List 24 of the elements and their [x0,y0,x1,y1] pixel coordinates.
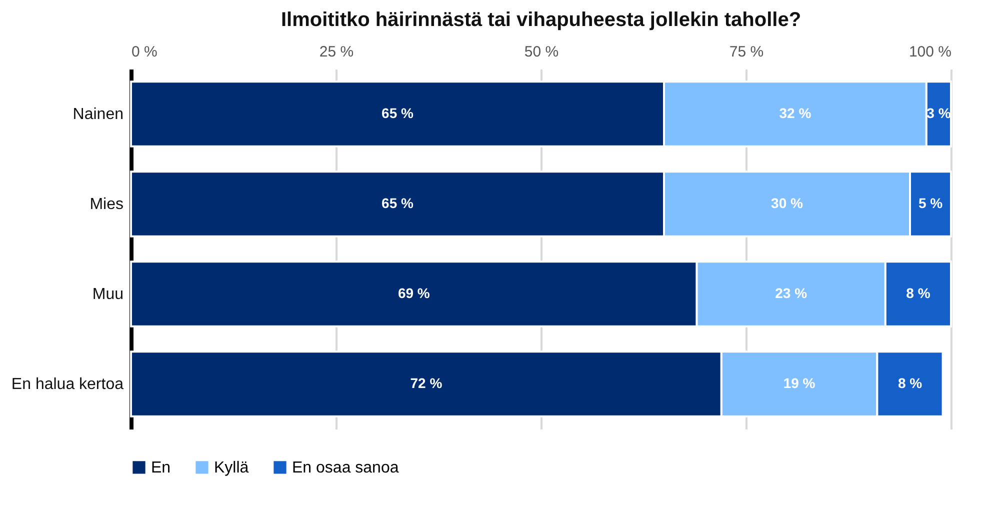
y-tick-label: Muu [92,286,124,303]
x-tick-label: 50 % [524,44,559,60]
data-label: 65 % [382,195,414,211]
x-tick-label: 75 % [729,44,764,60]
y-tick-label: Nainen [72,106,124,123]
x-tick-label: 25 % [319,44,354,60]
legend-label: Kyllä [214,459,249,476]
data-label: 8 % [906,285,931,301]
data-label: 19 % [783,375,816,391]
data-label: 65 % [382,105,414,121]
data-label: 32 % [779,105,812,121]
y-tick-label: En halua kertoa [11,376,124,393]
data-label: 72 % [410,375,443,391]
data-label: 69 % [398,285,430,301]
chart-title: Ilmoititko häirinnästä tai vihapuheesta jollekin taholle? [280,9,802,31]
legend-label: En osaa sanoa [292,459,399,476]
x-tick-label: 0 % [132,44,158,60]
data-label: 8 % [898,375,923,391]
data-label: 30 % [771,195,804,211]
y-tick-label: Mies [90,196,124,213]
legend-label: En [151,459,171,476]
x-tick-label: 100 % [908,44,952,60]
data-label: 5 % [918,195,944,211]
data-label: 23 % [775,285,808,301]
